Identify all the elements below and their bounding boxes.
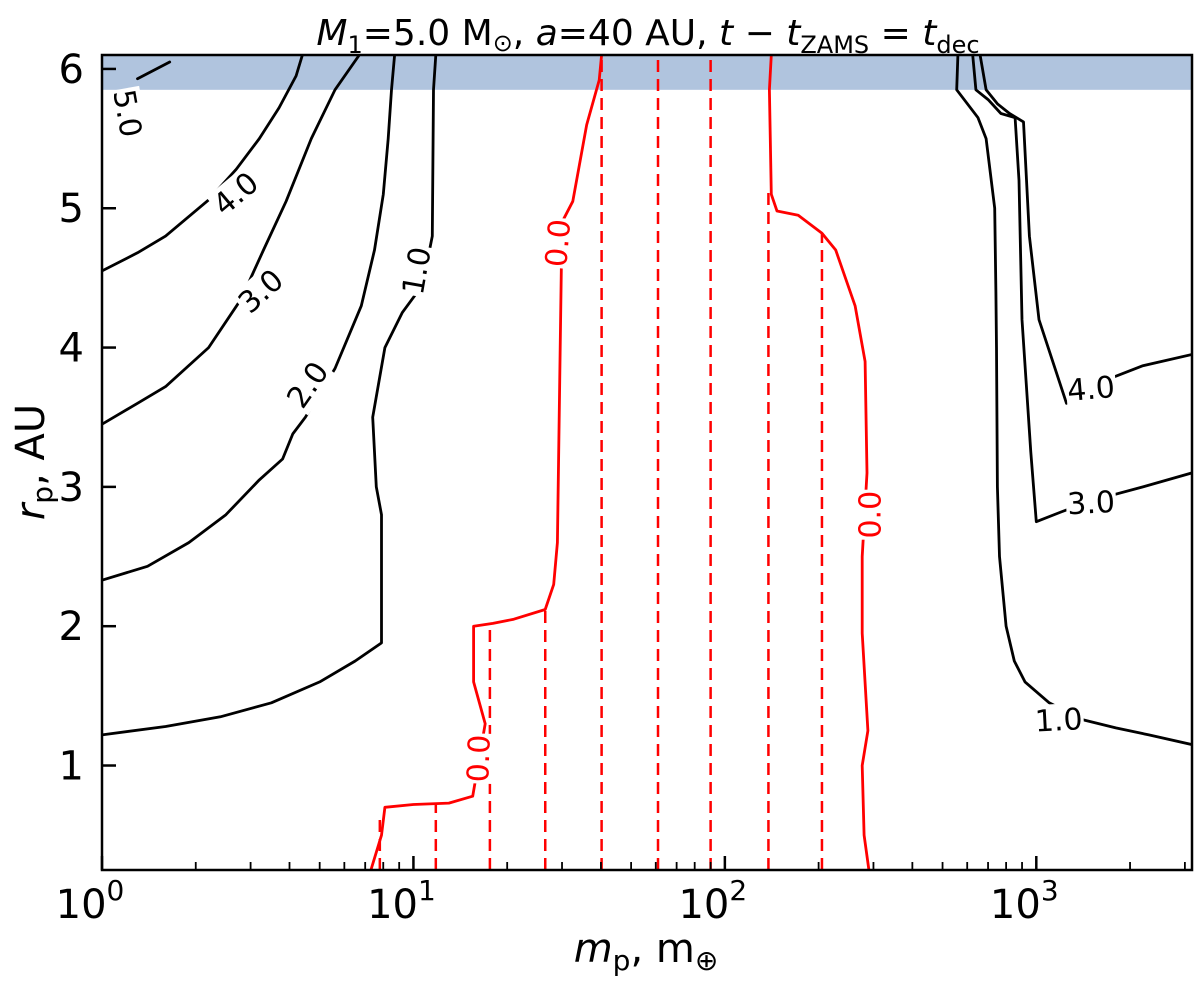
y-tick-label: 2	[59, 604, 84, 650]
x-tick-label: 103	[990, 874, 1059, 928]
contour-line-0.0-6	[768, 55, 871, 870]
contour-label-8: 4.0	[1064, 370, 1118, 409]
plot-frame	[100, 53, 1194, 872]
ylabel-symbol: r	[8, 501, 54, 520]
x-tick-label: 101	[367, 874, 436, 928]
title-equals: =	[869, 13, 922, 54]
title-m1-value: =5.0 M	[363, 13, 493, 54]
contour-label-4: 1.0	[396, 243, 439, 299]
contour-line-2.0-3	[102, 55, 397, 582]
contour-line-0.0-5	[369, 55, 603, 870]
contour-line-4.0-9	[978, 55, 1192, 405]
y-tick-label: 6	[59, 47, 84, 93]
contour-labels: 5.0 4.0 3.0 2.0 1.0 0.0 0.0 0.0 4.0 3.0 1.0	[105, 85, 1118, 785]
contour-line-4.0-1	[102, 55, 304, 273]
contour-label-7: 0.0	[854, 489, 889, 540]
x-tick-label: 100	[56, 874, 125, 928]
y-axis-label: rp, AU	[8, 404, 59, 520]
plot-area: 5.0 4.0 3.0 2.0 1.0 0.0 0.0 0.0 4.0 3.0 1.0	[102, 55, 1192, 870]
ylabel-subscript: p	[26, 486, 59, 504]
x-tick-label: 102	[678, 874, 747, 928]
contour-label-text: 4.0	[207, 166, 266, 223]
axis-ticks: 100 101 102 103 1 2 3 4 5 6	[56, 47, 1186, 928]
title-minus: −	[733, 13, 786, 54]
contour-label-3: 2.0	[280, 354, 337, 416]
contour-label-1: 4.0	[206, 165, 267, 224]
xlabel-earth-symbol: ⊕	[695, 944, 718, 977]
contour-label-text: 3.0	[1066, 485, 1115, 522]
xlabel-subscript: p	[613, 944, 631, 977]
contour-label-text: 1.0	[1034, 702, 1083, 739]
title-sun-symbol: ⊙	[493, 29, 513, 57]
x-axis-label: mp, m⊕	[574, 926, 719, 977]
contour-line-3.0-8	[971, 55, 1192, 524]
contour-label-2: 3.0	[231, 262, 292, 322]
title-t2-symbol: t	[786, 13, 802, 54]
contour-label-text: 1.0	[396, 244, 439, 297]
contour-label-text: 5.0	[105, 87, 148, 140]
contour-label-9: 3.0	[1065, 485, 1117, 522]
contour-label-text: 4.0	[1066, 370, 1117, 409]
title-m1-subscript: 1	[347, 31, 362, 59]
y-tick-label: 5	[59, 186, 84, 232]
title-m1-symbol: M	[316, 13, 347, 54]
contour-label-5: 0.0	[539, 216, 578, 270]
contour-line-3.0-2	[102, 55, 361, 426]
contour-label-text: 2.0	[280, 356, 336, 415]
title-a-value: =40 AU,	[558, 13, 708, 54]
contour-label-text: 3.0	[232, 263, 291, 321]
title-t-symbol: t	[719, 13, 735, 54]
contour-line-1.0-7	[955, 55, 1192, 746]
y-tick-label: 3	[59, 465, 84, 511]
contour-label-0: 5.0	[105, 85, 148, 142]
xlabel-symbol: m	[574, 926, 613, 972]
title-a-symbol: a	[536, 13, 558, 54]
ylabel-unit: , AU	[8, 404, 54, 486]
y-tick-label: 4	[59, 326, 84, 372]
contour-label-6: 0.0	[461, 732, 498, 785]
contour-label-text: 0.0	[539, 218, 578, 269]
chart-title: M1=5.0 M⊙, a=40 AU, t − tZAMS = tdec	[316, 13, 979, 59]
y-tick-label: 1	[59, 744, 84, 790]
contour-lines	[102, 55, 1192, 870]
contour-label-text: 0.0	[461, 734, 498, 783]
xlabel-unit: , m	[630, 926, 694, 972]
title-t3-symbol: t	[922, 13, 938, 54]
contour-label-10: 1.0	[1032, 702, 1085, 740]
contour-label-text: 0.0	[854, 491, 889, 539]
shaded-band	[102, 55, 1192, 90]
dashed-lines	[378, 55, 824, 870]
contour-line-5.0-0	[136, 60, 172, 81]
